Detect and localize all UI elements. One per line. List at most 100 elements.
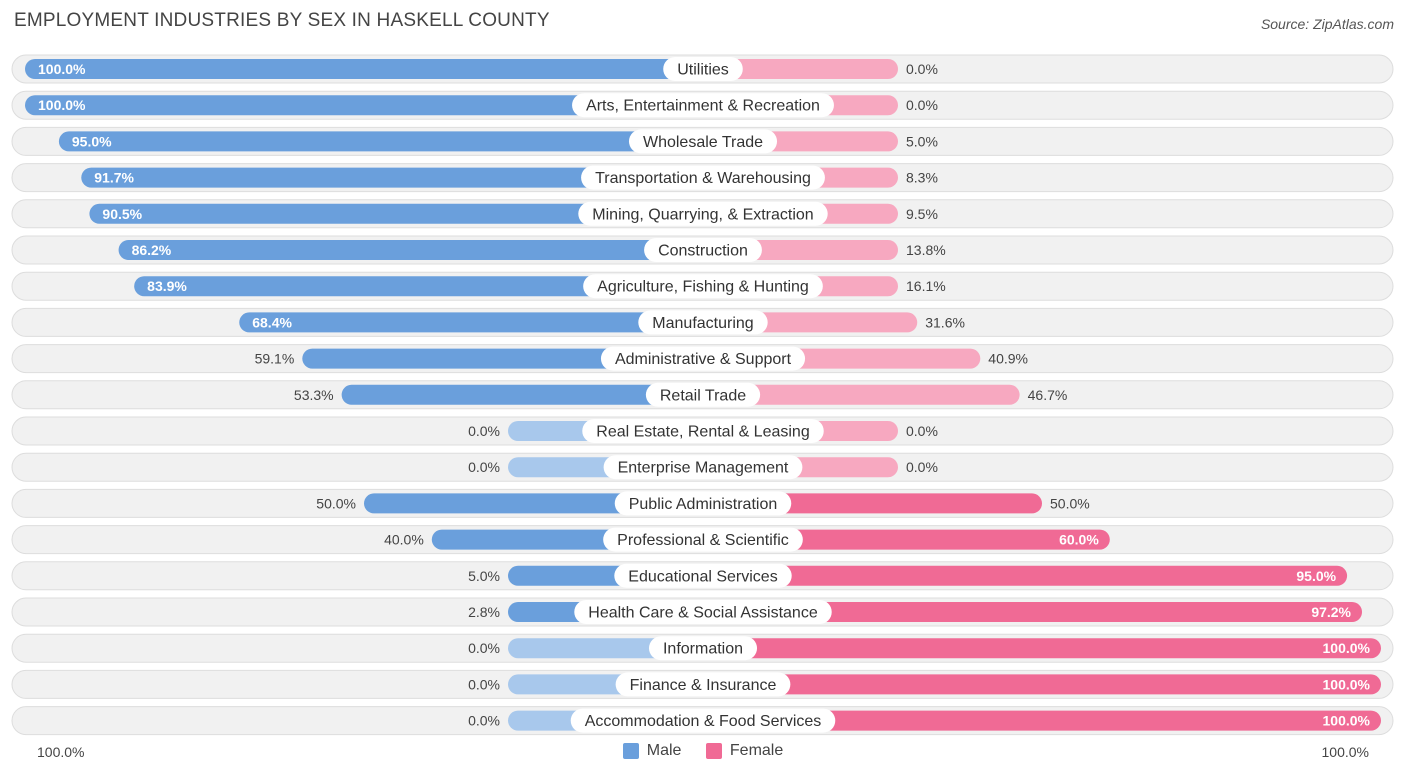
- chart-row: 0.0% 0.0% Real Estate, Rental & Leasing: [11, 416, 1394, 446]
- female-bar: [703, 59, 898, 79]
- category-label: Enterprise Management: [618, 460, 789, 477]
- female-bar: [703, 638, 1381, 659]
- category-label: Arts, Entertainment & Recreation: [586, 98, 820, 115]
- male-bar: [25, 59, 703, 79]
- male-value-label: 0.0%: [468, 640, 500, 656]
- female-value-label: 13.8%: [906, 242, 946, 258]
- category-label-bg: [638, 310, 768, 335]
- category-label-bg: [648, 636, 758, 661]
- male-bar: [58, 131, 703, 152]
- male-value-label: 90.5%: [102, 206, 142, 222]
- category-label-bg: [600, 346, 806, 371]
- female-bar: [703, 384, 1020, 405]
- source-note: Source: ZipAtlas.com: [1260, 16, 1394, 32]
- chart-row: 0.0% 100.0% Finance & Insurance: [11, 669, 1394, 699]
- legend-swatch-female: [705, 743, 722, 759]
- legend-label-female: Female: [729, 742, 784, 759]
- chart-row: 0.0% 100.0% Information: [11, 633, 1394, 663]
- female-value-label: 46.7%: [1028, 387, 1068, 403]
- female-value-label: 8.3%: [906, 170, 938, 186]
- male-value-label: 59.1%: [255, 351, 295, 367]
- female-value-label: 0.0%: [906, 423, 938, 439]
- male-value-label: 91.7%: [94, 170, 134, 186]
- legend-item-male: Male: [622, 742, 681, 760]
- female-value-label: 0.0%: [906, 459, 938, 475]
- chart-row: 2.8% 97.2% Health Care & Social Assistance: [11, 597, 1394, 627]
- category-label-bg: [645, 382, 761, 407]
- male-bar: [341, 384, 703, 405]
- female-value-label: 31.6%: [925, 314, 965, 330]
- male-bar: [81, 167, 704, 188]
- category-label-bg: [578, 201, 828, 226]
- female-bar: [703, 710, 1381, 731]
- legend-swatch-male: [622, 743, 639, 759]
- female-value-label: 16.1%: [906, 278, 946, 294]
- axis-left-label: 100.0%: [37, 744, 85, 760]
- male-value-label: 68.4%: [252, 314, 292, 330]
- category-label: Health Care & Social Assistance: [588, 605, 818, 622]
- male-value-label: 100.0%: [38, 61, 86, 77]
- male-value-label: 0.0%: [468, 423, 500, 439]
- female-value-label: 0.0%: [906, 97, 938, 113]
- category-label: Mining, Quarrying, & Extraction: [592, 206, 813, 223]
- male-value-label: 0.0%: [468, 676, 500, 692]
- male-bar: [25, 95, 703, 116]
- female-bar: [703, 529, 1110, 550]
- female-value-label: 100.0%: [1323, 676, 1371, 692]
- chart-row: 91.7% 8.3% Transportation & Warehousing: [11, 163, 1394, 193]
- category-label: Transportation & Warehousing: [595, 170, 811, 187]
- category-label: Agriculture, Fishing & Hunting: [597, 279, 809, 296]
- category-label-bg: [582, 419, 824, 443]
- male-value-label: 0.0%: [468, 713, 500, 729]
- category-label: Manufacturing: [652, 315, 753, 332]
- category-label: Accommodation & Food Services: [585, 713, 822, 730]
- chart-row: 0.0% 0.0% Enterprise Management: [11, 452, 1394, 482]
- chart-row: 86.2% 13.8% Construction: [11, 235, 1394, 265]
- female-value-label: 40.9%: [988, 351, 1028, 367]
- legend: Male Female: [0, 742, 1406, 764]
- category-label-bg: [572, 93, 834, 118]
- female-value-label: 60.0%: [1059, 532, 1099, 548]
- category-label: Finance & Insurance: [630, 677, 777, 694]
- category-label-bg: [603, 527, 803, 552]
- male-bar: [89, 203, 703, 224]
- male-value-label: 2.8%: [468, 604, 500, 620]
- category-label-bg: [581, 165, 825, 190]
- male-value-label: 40.0%: [384, 532, 424, 548]
- female-value-label: 50.0%: [1050, 495, 1090, 511]
- category-label: Utilities: [677, 62, 729, 79]
- category-label: Educational Services: [628, 568, 777, 585]
- category-label: Retail Trade: [660, 387, 746, 404]
- male-bar: [118, 240, 703, 260]
- chart-row: 5.0% 95.0% Educational Services: [11, 561, 1394, 591]
- chart-row: 0.0% 100.0% Accommodation & Food Services: [11, 706, 1394, 736]
- diverging-bar-chart: 100.0% 0.0% Utilities 100.0% 0.0% Arts, Enter…: [11, 54, 1394, 736]
- female-bar: [703, 602, 1363, 622]
- male-value-label: 53.3%: [294, 387, 334, 403]
- female-value-label: 95.0%: [1296, 568, 1336, 584]
- female-value-label: 5.0%: [906, 133, 938, 149]
- female-value-label: 97.2%: [1311, 604, 1351, 620]
- chart-row: 95.0% 5.0% Wholesale Trade: [11, 126, 1394, 156]
- legend-item-female: Female: [705, 742, 784, 760]
- category-label-bg: [615, 672, 791, 697]
- male-value-label: 86.2%: [132, 242, 172, 258]
- category-label: Construction: [658, 243, 748, 260]
- male-value-label: 50.0%: [316, 495, 356, 511]
- chart-row: 40.0% 60.0% Professional & Scientific: [11, 525, 1394, 555]
- female-value-label: 100.0%: [1323, 640, 1371, 656]
- category-label: Public Administration: [629, 496, 778, 513]
- chart-row: 68.4% 31.6% Manufacturing: [11, 307, 1394, 337]
- male-value-label: 5.0%: [468, 568, 500, 584]
- male-value-label: 100.0%: [38, 97, 86, 113]
- category-label-bg: [603, 455, 803, 480]
- chart-title: EMPLOYMENT INDUSTRIES BY SEX IN HASKELL …: [14, 10, 550, 31]
- category-label-bg: [583, 274, 823, 299]
- category-label-bg: [614, 491, 792, 516]
- female-bar: [703, 674, 1381, 695]
- category-label-bg: [614, 563, 792, 588]
- male-bar: [239, 312, 704, 333]
- chart-row: 90.5% 9.5% Mining, Quarrying, & Extraction: [11, 199, 1394, 229]
- category-label-bg: [574, 600, 832, 624]
- female-value-label: 100.0%: [1323, 713, 1371, 729]
